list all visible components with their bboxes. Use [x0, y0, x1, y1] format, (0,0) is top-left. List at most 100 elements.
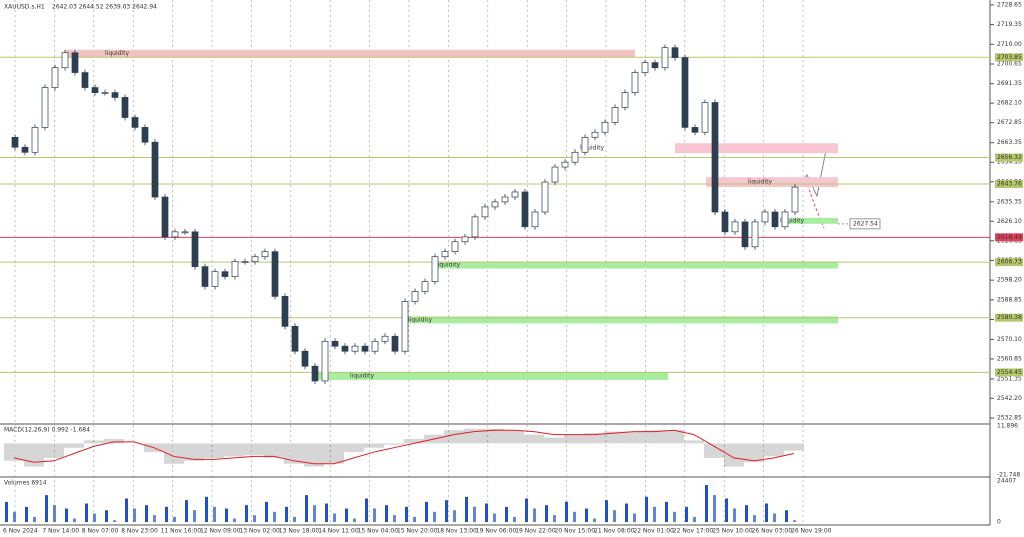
volume-bar-minor — [493, 513, 496, 522]
candle — [351, 345, 359, 352]
candle — [571, 151, 579, 163]
level-label: 2656.32 — [997, 154, 1022, 161]
candle — [501, 196, 509, 203]
candle — [361, 345, 369, 352]
candle — [521, 191, 529, 228]
candle — [431, 256, 439, 282]
volume-bar — [305, 495, 308, 522]
candle — [491, 201, 499, 208]
volume-bar-minor — [293, 516, 296, 522]
zone-label: liquidity — [408, 316, 432, 323]
volume-bar — [405, 506, 408, 522]
volume-bar-minor — [113, 520, 116, 522]
y-tick-label: 2672.85 — [997, 119, 1022, 126]
zone-label: liquidity — [580, 145, 604, 152]
candle — [511, 191, 519, 198]
candle — [461, 236, 469, 243]
level-label: 2606.73 — [997, 259, 1022, 266]
level-label: 2580.38 — [997, 314, 1022, 321]
volume-bar-minor — [193, 510, 196, 522]
volume-bar — [45, 495, 48, 522]
candle — [581, 136, 589, 153]
volume-bar-minor — [613, 510, 616, 522]
volume-bar — [725, 498, 728, 522]
candle — [331, 340, 339, 347]
candle — [421, 281, 429, 292]
zone-label: liquidity — [748, 179, 772, 186]
x-tick-label: 26 Nov 19:00 — [791, 528, 832, 535]
candle — [221, 271, 229, 277]
candle — [201, 266, 209, 287]
volume-bar — [425, 501, 428, 522]
macd-tick-label: 11.896 — [997, 423, 1018, 430]
candle — [111, 92, 119, 98]
x-tick-label: 8 Nov 23:00 — [121, 528, 158, 535]
candle — [741, 221, 749, 248]
volume-bar-minor — [393, 515, 396, 522]
candle — [761, 211, 769, 223]
volume-bar — [325, 503, 328, 522]
volume-bar-minor — [13, 511, 16, 522]
x-tick-label: 11 Nov 16:00 — [161, 528, 202, 535]
x-tick-label: 13 Nov 18:00 — [279, 528, 320, 535]
volume-bar — [685, 506, 688, 522]
level-tag — [995, 53, 1023, 62]
candle — [541, 181, 549, 213]
y-tick-label: 2719.35 — [997, 21, 1022, 28]
y-tick-label: 2626.10 — [997, 218, 1022, 225]
level-tag — [995, 153, 1023, 162]
y-tick-label: 2598.20 — [997, 277, 1022, 284]
candle — [101, 92, 109, 94]
volume-bar-minor — [353, 518, 356, 522]
candle — [271, 251, 279, 297]
candle — [301, 350, 309, 367]
volume-bar-minor — [693, 516, 696, 522]
volume-bar — [245, 505, 248, 522]
volume-bar-minor — [93, 513, 96, 522]
volume-bar — [205, 496, 208, 522]
candle — [561, 161, 569, 168]
volume-bar-minor — [593, 518, 596, 522]
candle — [371, 340, 379, 352]
zone — [65, 49, 635, 58]
x-tick-label: 7 Nov 14:00 — [42, 528, 79, 535]
volume-bar-minor — [313, 505, 316, 522]
volume-bar-minor — [373, 508, 376, 522]
zone-label: liquidity — [105, 50, 129, 57]
candle — [261, 251, 269, 258]
zone-label: liquidity — [350, 373, 374, 380]
volume-bar-minor — [153, 515, 156, 522]
macd-tick-label: -21.748 — [997, 472, 1020, 479]
candle — [471, 216, 479, 238]
volume-bar — [85, 503, 88, 522]
volume-bar-minor — [433, 511, 436, 522]
x-tick-label: 25 Nov 10:00 — [712, 528, 753, 535]
macd-label: MACD(12,26,9) 0.992 -1.684 — [4, 427, 90, 434]
volume-bar-minor — [73, 518, 76, 522]
price-tag: 2627.54 — [853, 220, 878, 227]
quote: 2642.03 2644.52 2639.03 2642.94 — [52, 4, 157, 11]
candle — [711, 102, 719, 213]
volume-bar-minor — [793, 520, 796, 522]
level-tag — [995, 180, 1023, 189]
y-tick-label: 2728.65 — [997, 1, 1022, 8]
candle — [661, 47, 669, 69]
volume-bar-minor — [53, 505, 56, 522]
volume-bar-minor — [273, 511, 276, 522]
volume-bar-minor — [713, 495, 716, 522]
volume-bar — [605, 500, 608, 522]
candle — [411, 291, 419, 302]
candle — [681, 57, 689, 128]
x-tick-label: 26 Nov 03:00 — [752, 528, 793, 535]
candle — [231, 261, 239, 277]
candle — [121, 97, 129, 118]
candle — [191, 231, 199, 267]
price-tag-box — [849, 218, 881, 230]
candle — [651, 62, 659, 69]
chart-title: XAUUSD.s,H1 — [4, 4, 45, 11]
candle — [721, 211, 729, 233]
candle — [551, 166, 559, 183]
volume-bar — [145, 505, 148, 522]
candle — [171, 231, 179, 238]
